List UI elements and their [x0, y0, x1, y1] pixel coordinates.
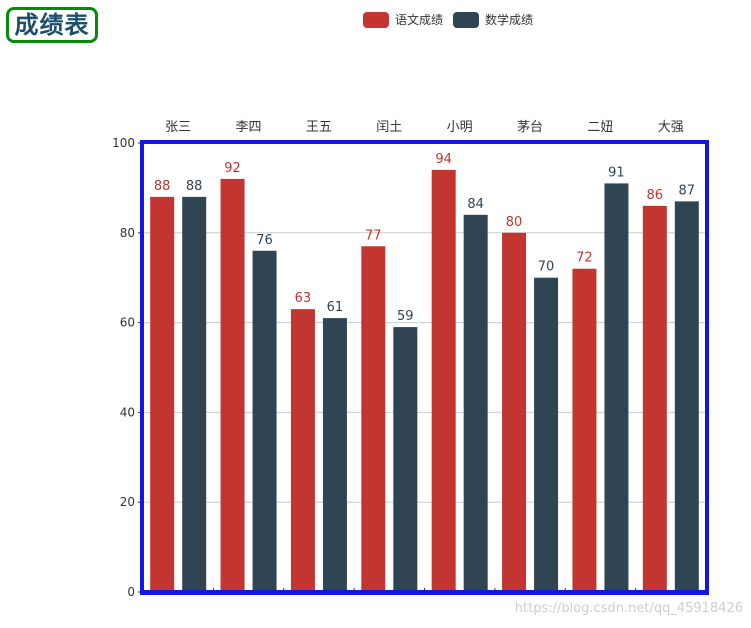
- bar: [674, 201, 699, 592]
- x-category-label: 茅台: [517, 120, 543, 135]
- bar: [393, 327, 418, 592]
- data-label: 70: [538, 260, 555, 275]
- y-tick-label: 40: [120, 405, 135, 419]
- legend-item-math[interactable]: 数学成绩: [453, 11, 533, 28]
- bar: [502, 232, 527, 593]
- legend-swatch-math: [453, 11, 480, 28]
- data-label: 59: [397, 309, 414, 324]
- legend: 语文成绩 数学成绩: [363, 11, 543, 28]
- y-tick-label: 100: [112, 136, 135, 150]
- data-label: 94: [435, 152, 452, 167]
- x-category-label: 张三: [165, 120, 191, 135]
- bar: [361, 246, 386, 592]
- data-label: 77: [365, 228, 382, 243]
- title-box: 成绩表: [6, 7, 98, 43]
- y-tick-label: 0: [127, 585, 135, 599]
- bar: [431, 169, 456, 592]
- bar: [182, 196, 207, 592]
- data-label: 87: [679, 183, 696, 198]
- legend-label-chinese: 语文成绩: [395, 13, 444, 27]
- legend-label-math: 数学成绩: [485, 13, 534, 27]
- bar: [220, 178, 245, 593]
- x-category-label: 二妞: [587, 120, 613, 135]
- data-label: 76: [256, 233, 273, 248]
- bar: [642, 205, 667, 593]
- data-label: 80: [506, 215, 523, 230]
- x-category-label: 李四: [236, 120, 262, 135]
- x-category-label: 小明: [447, 120, 473, 135]
- data-label: 84: [467, 197, 484, 212]
- legend-item-chinese[interactable]: 语文成绩: [363, 11, 443, 28]
- bar: [290, 309, 315, 592]
- x-category-label: 大强: [658, 120, 684, 135]
- bar: [572, 268, 597, 592]
- bar: [252, 250, 277, 592]
- chart-title: 成绩表: [14, 11, 90, 39]
- bar: [322, 318, 347, 592]
- bar: [150, 196, 175, 592]
- legend-swatch-chinese: [363, 11, 389, 28]
- data-label: 88: [186, 179, 203, 194]
- data-label: 72: [576, 251, 593, 266]
- data-label: 91: [608, 165, 625, 180]
- bar: [463, 214, 488, 592]
- x-category-label: 闰土: [376, 120, 402, 135]
- bar: [534, 277, 559, 592]
- y-tick-label: 60: [120, 316, 135, 330]
- bar: [604, 183, 629, 592]
- y-tick-label: 20: [120, 495, 135, 509]
- x-category-label: 王五: [306, 120, 332, 135]
- data-label: 92: [224, 161, 241, 176]
- y-tick-label: 80: [120, 226, 135, 240]
- watermark: https://blog.csdn.net/qq_45918426: [514, 601, 743, 616]
- data-label: 86: [647, 188, 664, 203]
- data-label: 63: [295, 291, 312, 306]
- data-label: 61: [327, 300, 344, 315]
- data-label: 88: [154, 179, 171, 194]
